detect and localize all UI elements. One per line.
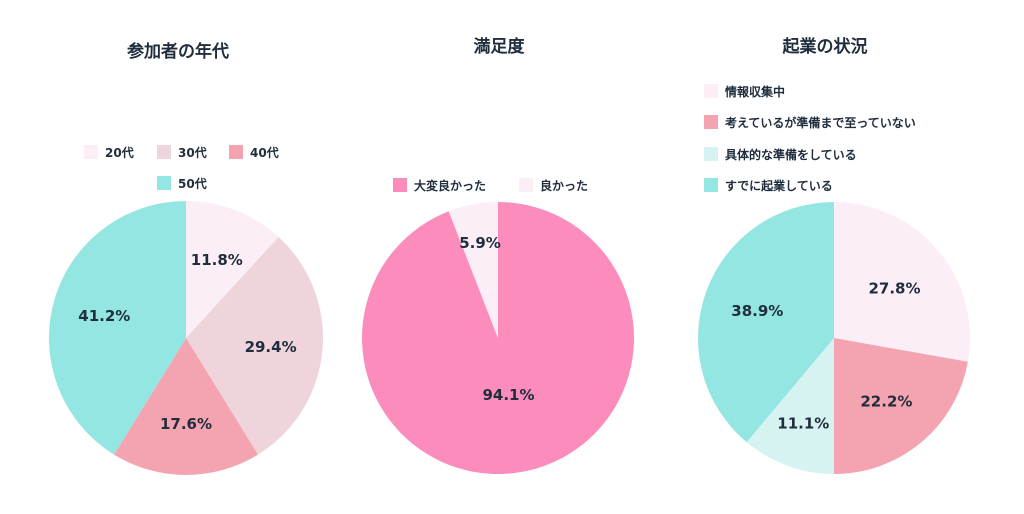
legend-label: 30代 [178,145,207,160]
slice-data-label: 27.8% [868,279,920,297]
pie-slice [114,338,258,476]
legend-swatch [84,145,98,159]
legend-label: 50代 [178,176,207,191]
slice-data-label: 22.2% [860,393,912,411]
legend-swatch [393,178,407,192]
slice-data-label: 11.1% [777,414,829,432]
chart-title: 満足度 [474,36,526,57]
legend-label: 良かった [540,178,588,193]
pie-chart-3: 起業の状況情報収集中考えているが準備まで至っていない具体的な準備をしているすでに… [698,36,970,474]
pie-slice [834,202,970,362]
legend-label: 情報収集中 [725,84,785,99]
pie-slice [746,338,834,474]
legend-label: 考えているが準備まで至っていない [725,115,916,130]
slice-data-label: 29.4% [245,338,297,356]
legend-swatch [704,84,718,98]
legend-swatch [704,178,718,192]
legend-swatch [704,147,718,161]
legend-label: 20代 [105,145,134,160]
slice-data-label: 11.8% [191,251,243,269]
slice-data-label: 94.1% [482,386,534,404]
slice-data-label: 41.2% [78,307,130,325]
legend-swatch [519,178,533,192]
slice-data-label: 17.6% [160,415,212,433]
legend-swatch [229,145,243,159]
chart-title: 参加者の年代 [127,41,229,62]
slice-data-label: 38.9% [731,302,783,320]
pie-chart-1: 参加者の年代 20代 30代 40代 50代 11.8% 29.4% 17.6% 41.2% [48,41,324,476]
pie-slice [186,236,324,455]
chart-title: 起業の状況 [782,36,868,57]
legend-label: 大変良かった [414,178,486,193]
legend-label: 40代 [250,145,279,160]
pie-slice [834,338,968,474]
pie-slice [362,202,635,475]
slice-data-label: 5.9% [459,234,501,252]
legend-swatch [704,115,718,129]
pie-slice [48,201,186,455]
pie-slice [698,202,834,443]
pie-slice [186,201,279,338]
legend-swatch [157,145,171,159]
legend-swatch [157,176,171,190]
pie-slice [448,202,498,338]
legend-label: 具体的な準備をしている [725,147,857,162]
legend-label: すでに起業している [725,178,833,193]
